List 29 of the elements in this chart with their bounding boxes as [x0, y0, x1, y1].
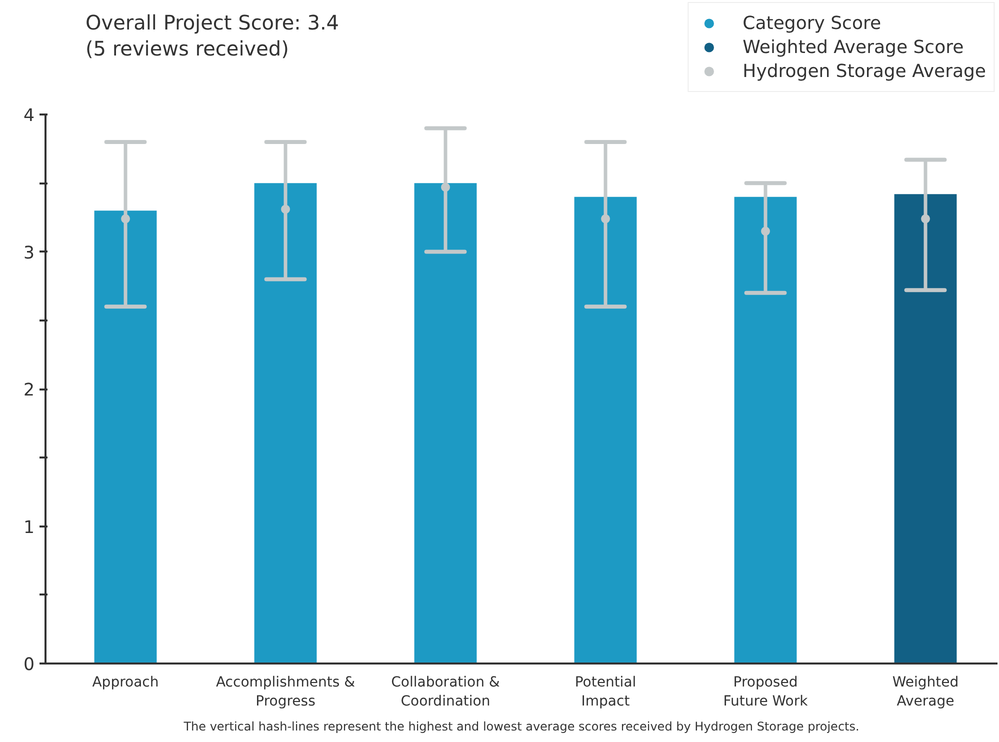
x-tick-label: Collaboration & Coordination: [391, 674, 500, 710]
legend-label: Hydrogen Storage Average: [742, 60, 986, 82]
bar: [894, 194, 957, 664]
point: [601, 214, 610, 224]
point: [441, 182, 450, 192]
bar: [574, 196, 637, 664]
y-tick-label: 2: [23, 380, 35, 400]
x-tick-label: Weighted Average: [892, 674, 959, 710]
point: [921, 214, 930, 224]
x-tick-label: Potential Impact: [574, 674, 636, 710]
chart-title: Overall Project Score: 3.4: [86, 10, 340, 34]
point: [281, 204, 290, 214]
y-tick-label: 1: [23, 518, 35, 538]
y-tick-label: 4: [23, 106, 35, 126]
chart-subtitle: (5 reviews received): [86, 36, 289, 60]
x-tick-label: Approach: [92, 674, 159, 690]
point: [761, 226, 770, 236]
y-tick-label: 0: [23, 655, 35, 675]
point: [121, 214, 130, 224]
x-tick-label: Proposed Future Work: [723, 674, 809, 710]
text: The vertical hash-lines represent the highest and lowest average scores received by Hydrogen Storage projects.: [182, 720, 860, 734]
bar: [414, 183, 477, 664]
y-tick-label: 3: [23, 243, 35, 264]
legend-label: Category Score: [742, 12, 882, 34]
bar: [734, 196, 797, 664]
legend-label: Weighted Average Score: [742, 36, 964, 58]
bar: [254, 183, 317, 664]
bar: [94, 210, 157, 664]
x-tick-label: Accomplishments & Progress: [216, 674, 356, 710]
